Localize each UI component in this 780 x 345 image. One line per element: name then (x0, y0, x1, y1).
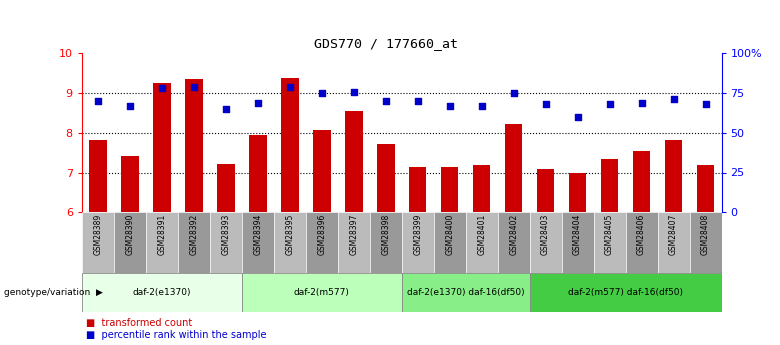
Point (91, 98, 104, 104)
Bar (562, 212, 594, 273)
Bar (146, 212, 178, 273)
Text: GSM28400: GSM28400 (445, 214, 454, 255)
Bar (434, 212, 466, 273)
Bar (402, 273, 530, 312)
Bar (537, 169, 555, 212)
Text: GSM28393: GSM28393 (222, 214, 230, 255)
Bar (370, 212, 402, 273)
Bar (409, 167, 427, 212)
Text: GDS770 / 177660_at: GDS770 / 177660_at (314, 37, 458, 50)
Point (571, 114, 583, 120)
Bar (402, 212, 434, 273)
Bar (153, 83, 171, 212)
Bar (338, 212, 370, 273)
Point (604, 101, 616, 107)
Point (412, 98, 424, 104)
Bar (626, 212, 658, 273)
Point (187, 84, 200, 90)
Bar (530, 273, 722, 312)
Bar (466, 212, 498, 273)
Text: GSM28402: GSM28402 (509, 214, 518, 255)
Bar (82, 212, 114, 273)
Point (540, 101, 552, 107)
Bar (690, 212, 722, 273)
Text: daf-2(m577): daf-2(m577) (294, 288, 349, 297)
Bar (473, 165, 491, 212)
Bar (306, 212, 338, 273)
Point (348, 89, 360, 94)
Text: ■  percentile rank within the sample: ■ percentile rank within the sample (86, 331, 266, 340)
Text: genotype/variation  ▶: genotype/variation ▶ (4, 288, 103, 297)
Text: GSM28406: GSM28406 (637, 214, 646, 255)
Bar (274, 212, 306, 273)
Text: GSM28407: GSM28407 (669, 214, 678, 255)
Point (668, 97, 680, 102)
Text: GSM28408: GSM28408 (701, 214, 710, 255)
Bar (594, 212, 626, 273)
Bar (281, 78, 299, 212)
Bar (697, 165, 714, 212)
Text: GSM28399: GSM28399 (413, 214, 422, 255)
Bar (345, 111, 363, 212)
Bar (658, 212, 690, 273)
Bar (178, 212, 210, 273)
Point (700, 101, 712, 107)
Bar (242, 273, 402, 312)
Text: daf-2(e1370): daf-2(e1370) (133, 288, 191, 297)
Text: GSM28395: GSM28395 (285, 214, 294, 255)
Text: GSM28403: GSM28403 (541, 214, 550, 255)
Bar (601, 159, 619, 212)
Bar (121, 156, 139, 212)
Text: GSM28405: GSM28405 (605, 214, 614, 255)
Bar (114, 212, 146, 273)
Text: daf-2(e1370) daf-16(df50): daf-2(e1370) daf-16(df50) (407, 288, 524, 297)
Point (380, 98, 392, 104)
Bar (530, 212, 562, 273)
Point (284, 84, 296, 90)
Text: GSM28404: GSM28404 (573, 214, 582, 255)
Point (123, 103, 136, 109)
Bar (665, 140, 682, 212)
Bar (249, 135, 267, 212)
Text: GSM28396: GSM28396 (317, 214, 326, 255)
Point (220, 106, 232, 112)
Bar (441, 167, 459, 212)
Point (155, 86, 168, 91)
Point (476, 103, 488, 109)
Point (443, 103, 456, 109)
Bar (89, 140, 107, 212)
Point (636, 100, 648, 106)
Bar (505, 124, 523, 212)
Text: GSM28394: GSM28394 (254, 214, 262, 255)
Text: GSM28390: GSM28390 (126, 214, 134, 255)
Text: GSM28389: GSM28389 (94, 214, 102, 255)
Text: GSM28401: GSM28401 (477, 214, 486, 255)
Bar (82, 273, 242, 312)
Point (251, 100, 264, 106)
Bar (210, 212, 242, 273)
Bar (313, 130, 331, 212)
Text: ■  transformed count: ■ transformed count (86, 318, 192, 327)
Bar (569, 173, 587, 212)
Bar (185, 79, 203, 212)
Text: daf-2(m577) daf-16(df50): daf-2(m577) daf-16(df50) (568, 288, 683, 297)
Bar (217, 164, 235, 212)
Text: GSM28391: GSM28391 (158, 214, 166, 255)
Point (315, 90, 328, 96)
Point (508, 90, 520, 96)
Text: GSM28398: GSM28398 (381, 214, 390, 255)
Text: GSM28392: GSM28392 (190, 214, 198, 255)
Bar (498, 212, 530, 273)
Bar (633, 151, 651, 212)
Text: GSM28397: GSM28397 (349, 214, 358, 255)
Bar (377, 144, 395, 212)
Bar (242, 212, 274, 273)
